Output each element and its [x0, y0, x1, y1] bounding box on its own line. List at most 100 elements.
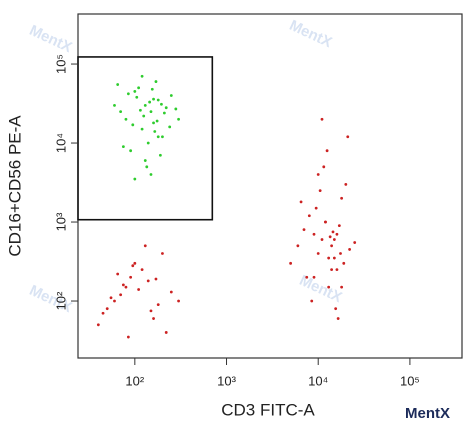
data-point — [142, 114, 146, 118]
data-point — [101, 311, 105, 315]
data-point — [129, 275, 133, 279]
data-point — [327, 256, 331, 260]
data-point — [146, 141, 150, 145]
data-point — [154, 277, 158, 281]
data-point — [332, 238, 336, 241]
y-tick-label: 10⁵ — [53, 54, 68, 74]
data-point — [143, 103, 147, 107]
watermark: MentX — [297, 272, 345, 306]
data-point — [109, 296, 113, 300]
data-point — [113, 103, 116, 107]
data-point — [152, 97, 155, 101]
data-point — [332, 256, 336, 260]
data-point — [289, 261, 293, 265]
data-point — [149, 173, 153, 176]
data-point — [126, 92, 130, 96]
data-point — [353, 241, 357, 244]
data-point — [119, 293, 123, 297]
x-tick-label: 10³ — [217, 373, 236, 388]
data-point — [140, 74, 144, 78]
data-point — [322, 165, 326, 169]
data-point — [177, 299, 180, 303]
data-point — [161, 135, 164, 139]
data-point — [334, 307, 338, 311]
data-point — [320, 238, 324, 241]
data-point — [121, 145, 125, 149]
data-point — [140, 127, 144, 131]
data-point — [312, 232, 316, 236]
data-point — [143, 159, 147, 162]
data-point — [156, 135, 160, 139]
data-point — [346, 135, 350, 139]
data-point — [158, 153, 162, 157]
x-axis-label: CD3 FITC-A — [221, 400, 315, 419]
data-point — [316, 252, 320, 255]
y-axis-label: CD16+CD56 PE-A — [5, 115, 24, 257]
data-point — [156, 303, 160, 307]
x-tick-label: 10⁴ — [308, 373, 328, 388]
data-point — [339, 252, 342, 255]
data-point — [174, 107, 178, 111]
data-point — [307, 214, 311, 218]
data-point — [137, 288, 141, 291]
data-point — [340, 285, 344, 289]
data-point — [119, 110, 123, 114]
data-point — [148, 100, 152, 104]
data-point — [302, 228, 306, 232]
data-point — [162, 111, 166, 115]
data-point — [113, 299, 116, 303]
gate — [77, 56, 214, 221]
data-point — [152, 121, 155, 125]
data-point — [131, 123, 135, 127]
data-point — [164, 106, 168, 110]
data-point — [129, 149, 133, 153]
data-point — [344, 182, 348, 186]
data-point — [335, 232, 339, 236]
data-point — [305, 275, 309, 279]
data-point — [152, 317, 155, 320]
data-point — [154, 80, 158, 83]
data-point — [149, 309, 153, 313]
data-point — [153, 130, 157, 133]
data-point — [327, 285, 331, 289]
y-tick-label: 10⁴ — [53, 133, 68, 153]
data-point — [145, 165, 149, 169]
data-point — [314, 206, 318, 210]
data-point — [116, 83, 120, 86]
data-point — [161, 252, 164, 255]
watermark: MentX — [27, 22, 75, 56]
data-point — [124, 285, 128, 289]
data-point — [133, 90, 137, 93]
data-point — [318, 189, 322, 192]
data-point — [325, 149, 329, 153]
data-point — [342, 261, 346, 265]
data-point — [296, 244, 300, 248]
data-point — [143, 244, 147, 248]
data-point — [177, 117, 180, 121]
data-point — [105, 307, 109, 311]
data-point — [316, 173, 320, 176]
logo-text: MentX — [405, 405, 450, 422]
data-point — [155, 119, 159, 123]
data-point — [312, 275, 316, 279]
data-point — [164, 331, 168, 334]
data-point — [310, 299, 314, 303]
data-point — [331, 230, 335, 234]
x-tick-label: 10⁵ — [400, 373, 420, 388]
data-point — [137, 86, 141, 90]
x-tick-label: 10² — [125, 373, 144, 388]
data-point — [160, 102, 163, 106]
data-point — [150, 87, 154, 91]
data-point — [133, 177, 137, 181]
data-point — [121, 283, 125, 287]
data-point — [146, 279, 150, 283]
data-point — [131, 264, 135, 268]
data-point — [140, 268, 144, 271]
data-point — [135, 95, 139, 99]
y-tick-label: 10³ — [53, 212, 68, 231]
data-point — [299, 200, 303, 204]
data-point — [96, 323, 100, 327]
data-point — [156, 98, 160, 102]
data-point — [337, 224, 341, 228]
